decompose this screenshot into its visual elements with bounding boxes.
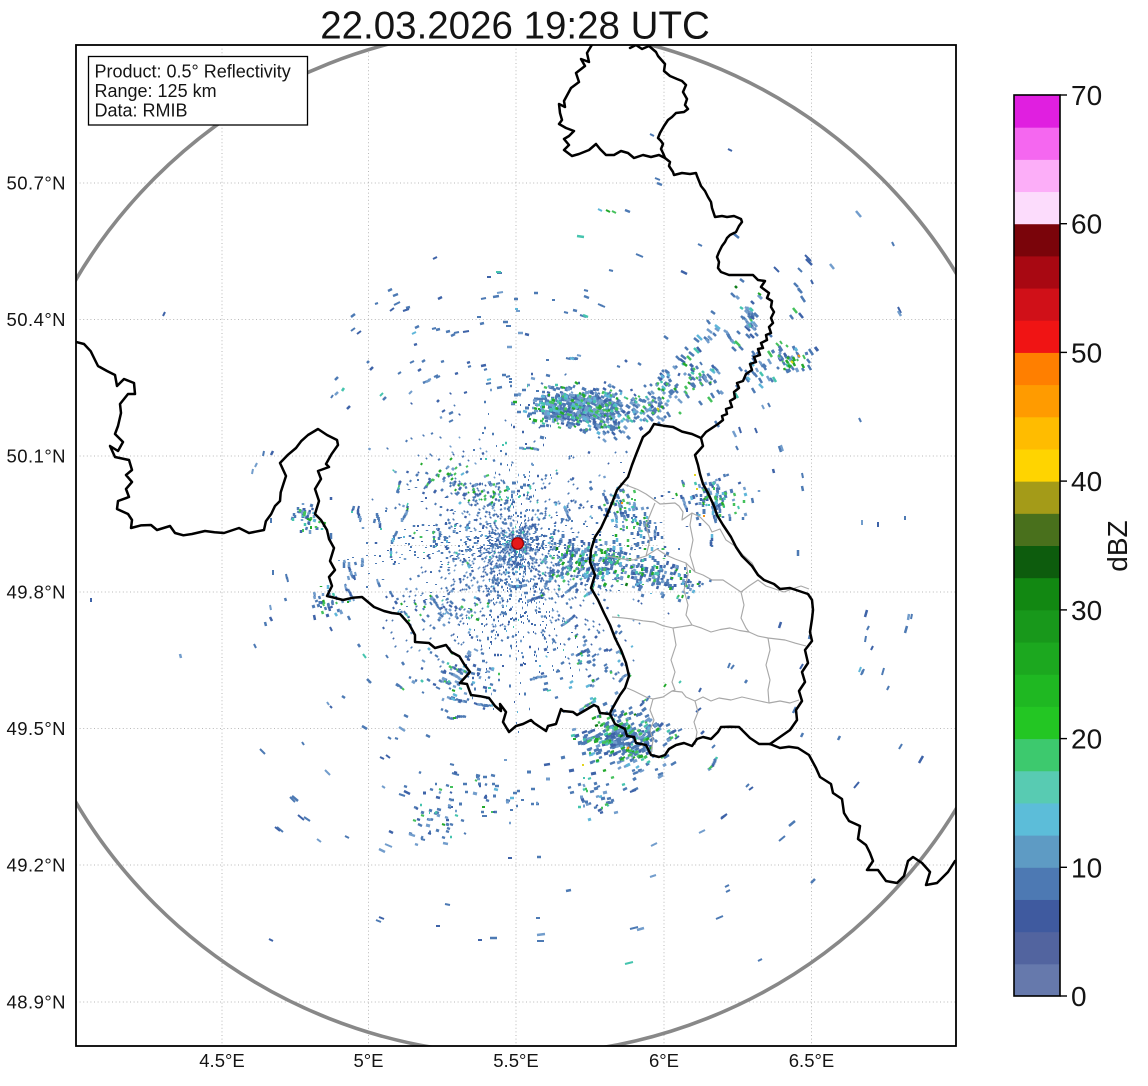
svg-text:4.5°E: 4.5°E: [199, 1050, 244, 1071]
svg-text:dBZ: dBZ: [1102, 520, 1133, 571]
svg-text:5°E: 5°E: [353, 1050, 383, 1071]
svg-text:60: 60: [1071, 209, 1102, 240]
svg-text:48.9°N: 48.9°N: [7, 992, 66, 1013]
svg-text:Product: 0.5° Reflectivity: Product: 0.5° Reflectivity: [95, 62, 291, 82]
svg-text:30: 30: [1071, 595, 1102, 626]
svg-text:49.5°N: 49.5°N: [7, 718, 66, 739]
svg-text:49.8°N: 49.8°N: [7, 582, 66, 603]
svg-text:40: 40: [1071, 466, 1102, 497]
svg-text:6.5°E: 6.5°E: [789, 1050, 834, 1071]
svg-text:49.2°N: 49.2°N: [7, 855, 66, 876]
svg-text:5.5°E: 5.5°E: [493, 1050, 538, 1071]
svg-text:50.1°N: 50.1°N: [7, 446, 66, 467]
svg-text:50.7°N: 50.7°N: [7, 173, 66, 194]
svg-text:0: 0: [1071, 981, 1087, 1012]
svg-text:20: 20: [1071, 724, 1102, 755]
svg-text:22.03.2026 19:28 UTC: 22.03.2026 19:28 UTC: [320, 5, 710, 48]
svg-text:50: 50: [1071, 337, 1102, 368]
svg-text:6°E: 6°E: [649, 1050, 679, 1071]
svg-text:50.4°N: 50.4°N: [7, 309, 66, 330]
svg-text:10: 10: [1071, 852, 1102, 883]
svg-text:Range: 125 km: Range: 125 km: [95, 81, 217, 101]
svg-text:Data: RMIB: Data: RMIB: [95, 101, 188, 121]
svg-text:70: 70: [1071, 80, 1102, 111]
